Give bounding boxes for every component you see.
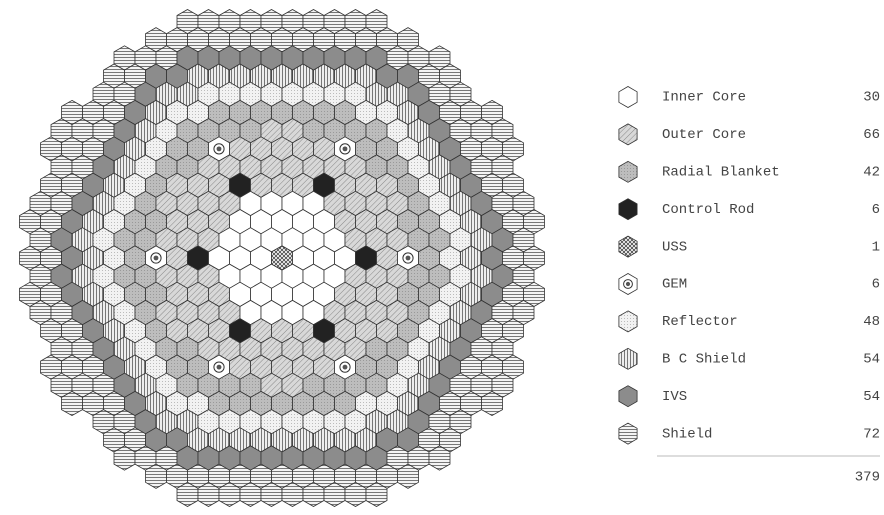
legend-icon-dot [625,281,631,287]
legend-label: Inner Core [662,90,746,106]
legend-count: 66 [863,127,880,143]
legend-icon [618,422,638,445]
legend-icon [618,235,638,258]
legend-label: Outer Core [662,127,746,143]
assembly-dot [405,255,411,261]
legend-label: Radial Blanket [662,165,780,181]
legend-icon [618,198,638,221]
assembly-dot [342,146,348,152]
assembly-dot [342,364,348,370]
legend-label: GEM [662,277,687,293]
legend-label: Control Rod [662,202,754,218]
legend-icon [618,310,638,333]
legend-label: B C Shield [662,352,746,368]
assembly-dot [153,255,159,261]
assembly-dot [216,146,222,152]
assembly [481,390,503,417]
legend-label: Reflector [662,314,738,330]
legend-count: 6 [872,202,880,218]
legend-label: USS [662,239,687,255]
legend-icon [618,347,638,370]
legend-count: 54 [863,389,880,405]
legend-icon [618,86,638,108]
legend-count: 6 [872,277,880,293]
legend-icon [618,385,638,408]
legend-count: 48 [863,314,880,330]
assembly [365,481,388,507]
legend-count: 42 [863,165,880,181]
legend-count: 30 [863,90,880,106]
legend-count: 1 [872,239,880,255]
legend-icon [618,123,638,146]
core-map [19,9,545,507]
legend-label: IVS [662,389,687,405]
legend-count: 54 [863,352,880,368]
legend-icon [618,160,638,183]
total: 379 [855,470,880,486]
legend-count: 72 [863,426,880,442]
assembly [397,463,419,489]
assembly [428,445,451,471]
assembly-dot [216,364,222,370]
legend-label: Shield [662,426,712,442]
